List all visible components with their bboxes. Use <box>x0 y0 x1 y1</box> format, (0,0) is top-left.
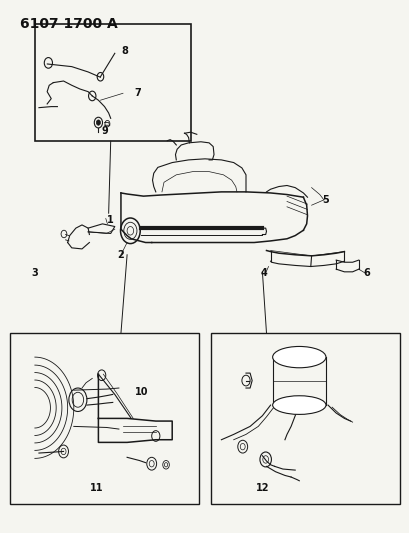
Text: 7: 7 <box>134 88 140 98</box>
Bar <box>211 333 399 504</box>
Text: 5: 5 <box>322 195 328 205</box>
Bar <box>35 24 190 141</box>
Text: 9: 9 <box>101 126 108 135</box>
Text: 3: 3 <box>31 268 38 278</box>
Bar <box>10 333 198 504</box>
Text: 10: 10 <box>135 387 148 397</box>
Text: 12: 12 <box>255 483 268 492</box>
Text: 1: 1 <box>107 215 114 224</box>
Text: 4: 4 <box>261 268 267 278</box>
Circle shape <box>96 120 100 125</box>
Text: 2: 2 <box>117 250 124 260</box>
Ellipse shape <box>272 346 325 368</box>
Text: 6107 1700 A: 6107 1700 A <box>20 17 118 31</box>
Text: 8: 8 <box>121 46 128 55</box>
Text: 6: 6 <box>363 268 369 278</box>
Ellipse shape <box>272 395 325 415</box>
Text: 11: 11 <box>90 483 103 492</box>
